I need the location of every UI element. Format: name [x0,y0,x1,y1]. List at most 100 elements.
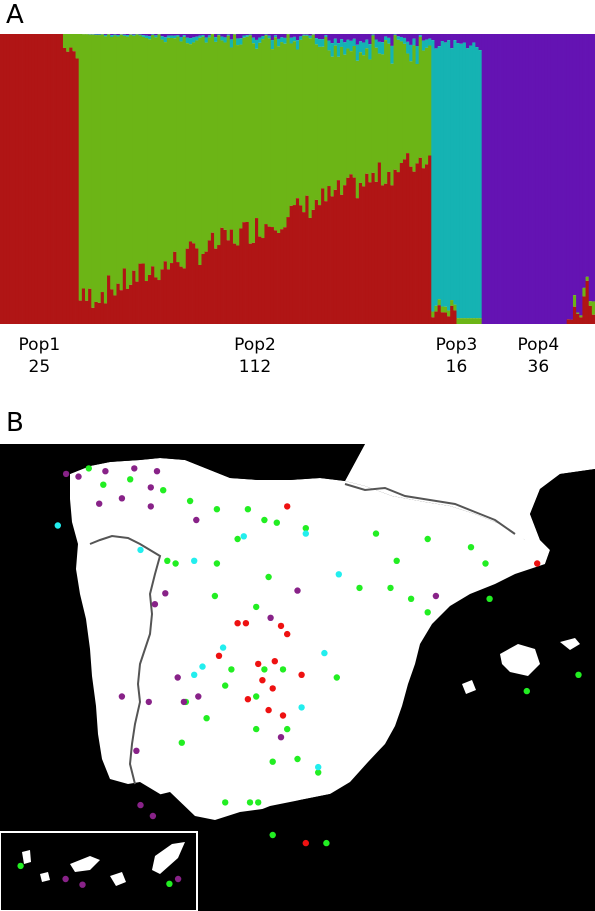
admixture-bar-segment [201,34,206,36]
admixture-bar-segment [314,38,319,45]
admixture-bar-segment [349,40,353,52]
admixture-bar-segment [330,56,335,197]
canary-inset [0,831,198,911]
admixture-bar-segment [151,34,155,267]
admixture-bar-segment [380,34,385,43]
admixture-bar-segment [22,34,26,324]
canary-island-2 [40,872,50,882]
admixture-bar-segment [129,34,133,285]
site-point-pop4 [162,590,169,597]
site-point-pop2 [269,831,276,839]
admixture-bar-segment [453,304,457,311]
site-point-pop3 [191,557,198,564]
admixture-bar-segment [415,34,420,46]
population-count: 36 [527,357,550,377]
admixture-bar-segment [192,243,196,324]
admixture-bar-segment [431,40,435,312]
admixture-bar-segment [352,177,357,324]
admixture-bar-segment [157,34,161,281]
admixture-bar-segment [321,46,325,189]
admixture-bar-segment [305,34,309,36]
admixture-bar-segment [572,295,577,307]
site-point-pop4 [102,468,109,475]
admixture-bar-segment [333,34,338,39]
admixture-bar-segment [91,34,95,308]
admixture-bar-segment [204,42,209,252]
admixture-bar-segment [302,212,306,324]
site-point-pop4 [147,503,154,510]
admixture-bar-segment [475,47,479,319]
site-point-pop2 [172,560,179,567]
admixture-bar-segment [437,305,442,324]
site-point-pop1 [269,685,276,692]
admixture-bar-segment [336,43,341,57]
admixture-bar-segment [402,37,407,44]
admixture-bar-segment [132,34,136,36]
admixture-bar-segment [107,34,111,276]
admixture-bar-segment [223,34,228,38]
site-point-pop3 [335,571,342,578]
admixture-bar-segment [349,174,353,324]
admixture-bar-segment [229,34,234,40]
admixture-bar-segment [88,34,92,289]
admixture-bar-segment [412,38,416,46]
admixture-bar-segment [185,37,190,44]
admixture-bar-segment [28,34,32,324]
admixture-bar-segment [110,34,114,36]
admixture-bar-segment [277,34,281,39]
admixture-bar-segment [355,198,360,324]
admixture-bar-segment [119,34,124,291]
admixture-bar-segment [406,153,410,324]
admixture-bar-segment [478,50,483,319]
canary-sampling-sites [17,862,182,888]
admixture-bar-segment [91,307,95,324]
admixture-bar-segment [267,35,272,39]
admixture-bar-segment [229,39,234,48]
admixture-bar-segment [421,34,426,41]
admixture-bar-segment [110,37,114,290]
admixture-bar-segment [173,38,177,252]
admixture-bar-segment [103,34,108,37]
admixture-bar-segment [591,34,595,302]
site-point-pop4 [131,465,138,472]
admixture-bar-segment [371,34,376,35]
admixture-bar-segment [9,34,13,324]
admixture-bar-segment [50,34,54,324]
admixture-bar-segment [317,46,322,206]
admixture-bar-segment [390,34,394,46]
portugal-border [89,534,162,785]
admixture-bar-segment [239,38,243,45]
site-point-pop2 [372,530,380,537]
admixture-bar-segment [31,34,36,324]
admixture-bar-segment [299,205,303,324]
site-point-pop2 [302,525,309,532]
admixture-bar-segment [44,34,48,324]
admixture-bar-segment [497,34,501,324]
admixture-bar-segment [18,34,23,324]
admixture-bar-segment [362,34,366,43]
mallorca [500,644,540,676]
admixture-bar-segment [138,35,143,264]
admixture-bar-segment [103,36,108,304]
site-point-pop1 [265,706,272,714]
admixture-bar-segment [280,37,284,43]
admixture-bar-segment [245,36,250,222]
admixture-bar-segment [3,34,7,324]
admixture-bar-segment [141,263,146,324]
admixture-bar-segment [377,34,382,42]
admixture-bar-segment [582,287,586,297]
admixture-bar-segment [469,34,473,46]
site-point-pop2 [333,674,340,681]
admixture-bar-segment [554,34,558,324]
admixture-bar-segment [144,281,149,324]
menorca [560,638,580,650]
admixture-bar-segment [456,34,461,44]
site-point-pop2 [279,666,287,673]
admixture-bar-segment [277,232,281,324]
admixture-bar-segment [163,42,168,262]
admixture-bar-segment [447,310,451,317]
site-point-pop1 [234,620,241,627]
admixture-bar-segment [69,34,73,48]
admixture-bar-segment [198,264,202,324]
site-point-pop3 [219,644,227,651]
